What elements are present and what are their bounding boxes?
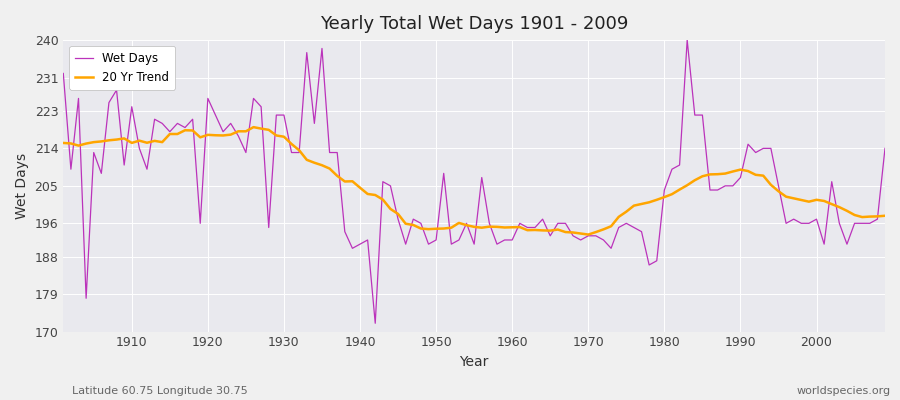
20 Yr Trend [879,213,890,218]
Wet Days [332,150,343,155]
Title: Yearly Total Wet Days 1901 - 2009: Yearly Total Wet Days 1901 - 2009 [320,15,628,33]
Wet Days [606,246,616,251]
20 Yr Trend [58,140,68,145]
20 Yr Trend [119,136,130,141]
Wet Days [682,38,693,42]
Wet Days [370,321,381,326]
20 Yr Trend [613,214,624,219]
X-axis label: Year: Year [460,355,489,369]
20 Yr Trend [248,125,259,130]
20 Yr Trend [293,148,304,153]
Text: worldspecies.org: worldspecies.org [796,386,891,396]
Y-axis label: Wet Days: Wet Days [15,153,29,219]
Wet Days [507,238,517,242]
Legend: Wet Days, 20 Yr Trend: Wet Days, 20 Yr Trend [69,46,176,90]
20 Yr Trend [515,225,526,230]
20 Yr Trend [339,179,350,184]
Wet Days [58,71,68,76]
Text: Latitude 60.75 Longitude 30.75: Latitude 60.75 Longitude 30.75 [72,386,248,396]
20 Yr Trend [507,225,517,230]
Line: Wet Days: Wet Days [63,40,885,323]
Wet Days [286,150,297,155]
Wet Days [119,163,130,168]
20 Yr Trend [583,232,594,237]
Line: 20 Yr Trend: 20 Yr Trend [63,127,885,234]
Wet Days [515,221,526,226]
Wet Days [879,146,890,151]
